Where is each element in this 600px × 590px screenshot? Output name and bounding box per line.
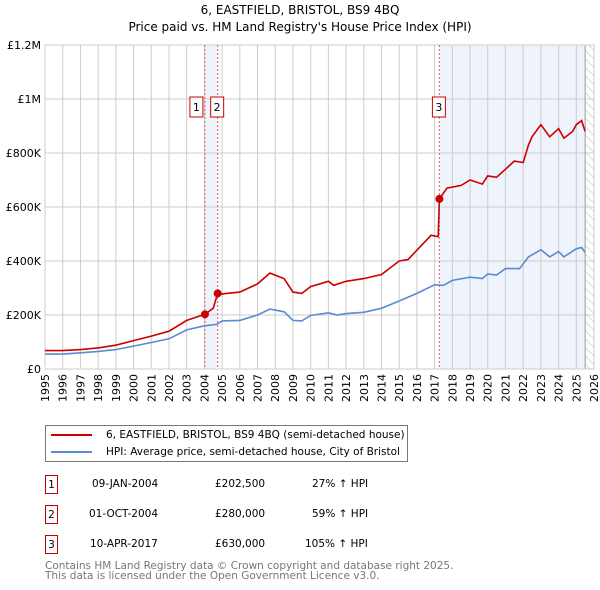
x-tick-label: 2005: [216, 374, 229, 402]
x-tick-label: 1999: [110, 374, 123, 402]
x-tick-label: 2015: [393, 374, 406, 402]
x-tick-label: 2022: [517, 374, 530, 402]
x-tick-label: 2017: [429, 374, 442, 402]
transaction-row: 2 01-OCT-2004 £280,000 59% ↑ HPI: [45, 505, 465, 525]
x-tick-label: 2016: [411, 374, 424, 402]
x-tick-label: 2009: [287, 374, 300, 402]
sale-label: 2: [214, 101, 221, 114]
transaction-price: £630,000: [215, 538, 266, 550]
transaction-badge: 3: [45, 535, 58, 554]
x-tick-label: 2021: [499, 374, 512, 402]
transaction-date: 01-OCT-2004: [89, 508, 158, 520]
transaction-price: £202,500: [215, 478, 266, 490]
transaction-price: £280,000: [215, 508, 266, 520]
hpi-series-line: [45, 246, 586, 355]
y-tick-label: £400K: [6, 255, 42, 268]
x-tick-label: 2023: [535, 374, 548, 402]
y-tick-label: £1.2M: [7, 39, 41, 52]
legend-label-property: 6, EASTFIELD, BRISTOL, BS9 4BQ (semi-det…: [106, 429, 405, 441]
sale-point: [435, 194, 444, 203]
transaction-hpi: 105% ↑ HPI: [305, 538, 368, 550]
sale-label: 1: [193, 101, 200, 114]
footer-copyright: Contains HM Land Registry data © Crown c…: [45, 560, 454, 572]
x-tick-label: 2018: [446, 374, 459, 402]
transaction-row: 1 09-JAN-2004 £202,500 27% ↑ HPI: [45, 475, 465, 495]
legend-swatch-property: [51, 434, 92, 436]
sale-label-box: [189, 96, 204, 118]
x-tick-label: 2019: [464, 374, 477, 402]
transaction-badge: 1: [45, 475, 58, 494]
x-tick-label: 2011: [322, 374, 335, 402]
x-tick-label: 2004: [198, 374, 211, 402]
x-tick-label: 1998: [92, 374, 105, 402]
x-tick-label: 2012: [340, 374, 353, 402]
x-tick-label: 2001: [145, 374, 158, 402]
x-tick-label: 1996: [57, 374, 70, 402]
y-tick-label: £200K: [6, 309, 42, 322]
x-tick-label: 2003: [181, 374, 194, 402]
transaction-hpi: 59% ↑ HPI: [312, 508, 369, 520]
y-tick-label: £800K: [6, 147, 42, 160]
legend-label-hpi: HPI: Average price, semi-detached house,…: [106, 446, 400, 458]
plot-frame: [44, 44, 595, 370]
x-tick-label: 2020: [482, 374, 495, 402]
y-tick-label: £1M: [18, 93, 42, 106]
x-tick-label: 2007: [252, 374, 265, 402]
transaction-hpi: 27% ↑ HPI: [312, 478, 369, 490]
chart-subtitle: Price paid vs. HM Land Registry's House …: [128, 20, 472, 34]
y-tick-label: £0: [27, 363, 41, 376]
legend-swatch-hpi: [51, 451, 92, 453]
x-tick-label: 2000: [128, 374, 141, 402]
transaction-badge: 2: [45, 505, 58, 524]
transaction-row: 3 10-APR-2017 £630,000 105% ↑ HPI: [45, 535, 465, 555]
footer-licence: This data is licensed under the Open Gov…: [45, 570, 380, 582]
chart-title: 6, EASTFIELD, BRISTOL, BS9 4BQ: [200, 3, 400, 17]
x-tick-label: 2014: [375, 374, 388, 402]
transaction-date: 09-JAN-2004: [92, 478, 159, 490]
y-tick-label: £600K: [6, 201, 42, 214]
x-tick-label: 2008: [269, 374, 282, 402]
sale-label-box: [210, 96, 225, 118]
legend: 6, EASTFIELD, BRISTOL, BS9 4BQ (semi-det…: [45, 425, 408, 462]
x-tick-label: 1995: [39, 374, 52, 402]
x-tick-label: 2010: [305, 374, 318, 402]
x-tick-label: 2006: [234, 374, 247, 402]
sale-point: [200, 310, 209, 319]
sale-point: [213, 289, 222, 298]
x-tick-label: 2024: [553, 374, 566, 402]
x-tick-label: 2013: [358, 374, 371, 402]
price-chart: 1995 1996 1997 1998 1999 2000 2001 2002 2003 2004…: [6, 39, 600, 402]
sale-label: 3: [435, 101, 442, 114]
property-series-line: [45, 119, 586, 352]
x-tick-label: 2026: [588, 374, 600, 402]
x-tick-label: 1997: [74, 374, 87, 402]
x-tick-label: 2025: [570, 374, 583, 402]
x-tick-label: 2002: [163, 374, 176, 402]
sale-label-box: [431, 96, 446, 118]
transaction-date: 10-APR-2017: [90, 538, 158, 550]
